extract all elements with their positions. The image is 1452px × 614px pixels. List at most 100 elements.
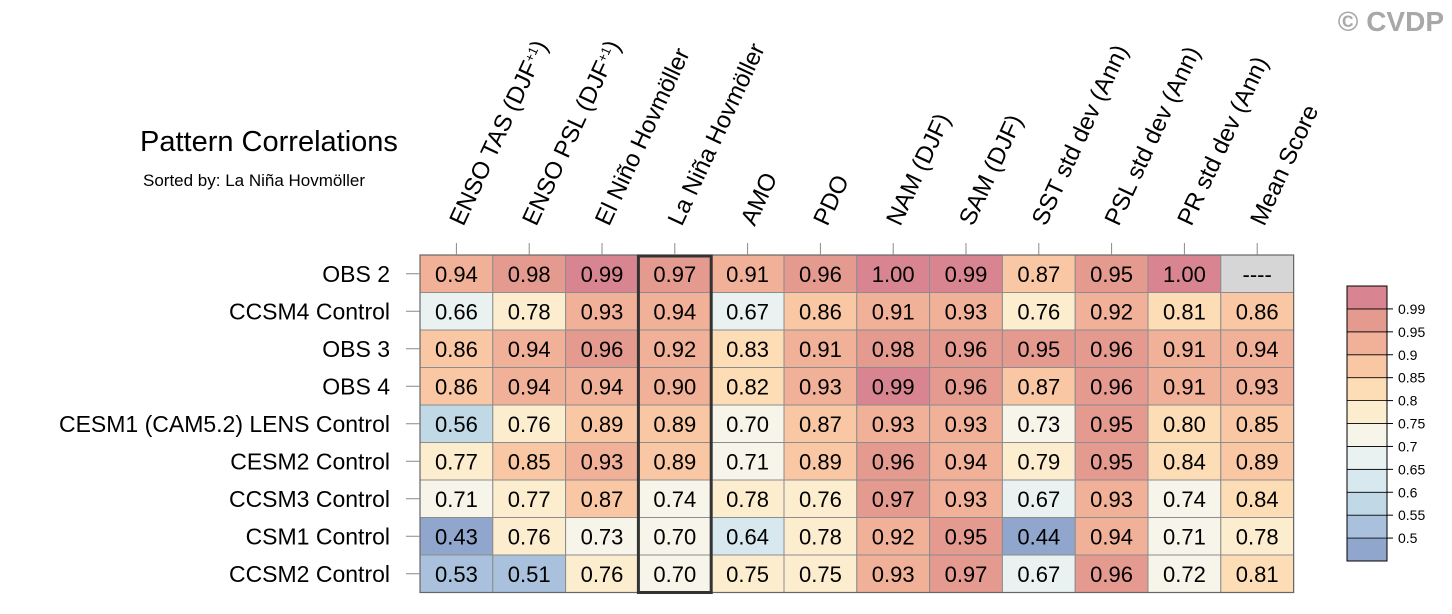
cell-value: 0.93	[872, 412, 915, 437]
heatmap-cell	[1074, 404, 1149, 443]
heatmap-cell	[419, 367, 494, 406]
colorbar-swatch	[1346, 491, 1388, 516]
column-label: NAM (DJF)	[881, 109, 956, 229]
heatmap-cell	[929, 517, 1003, 556]
heatmap-cell	[1074, 442, 1149, 481]
row-label: OBS 2	[322, 261, 390, 287]
colorbar-swatch	[1346, 377, 1388, 401]
colorbar-swatch	[1346, 514, 1388, 539]
cell-value: 0.91	[1163, 374, 1206, 399]
highlighted-column-frame	[636, 254, 713, 594]
cell-value: 0.89	[799, 449, 842, 474]
cell-value: 0.73	[1017, 412, 1060, 437]
cell-value: 0.81	[1236, 562, 1279, 587]
cell-value: 0.93	[1236, 374, 1279, 399]
heatmap-cell	[637, 517, 712, 556]
heatmap-cell	[783, 479, 858, 518]
row-label: CSM1 Control	[246, 523, 390, 549]
cell-value: 0.93	[581, 299, 624, 324]
heatmap-cell	[1147, 292, 1222, 331]
cell-value: 0.91	[726, 262, 769, 287]
colorbar-label: 0.95	[1398, 324, 1425, 340]
cell-value: 0.78	[799, 524, 842, 549]
cell-value: ----	[1243, 262, 1272, 287]
colorbar-swatch	[1346, 537, 1388, 562]
heatmap-cell	[1074, 554, 1149, 593]
cell-value: 0.96	[872, 449, 915, 474]
colorbar-swatch	[1346, 285, 1388, 310]
cell-value: 0.71	[726, 449, 769, 474]
cell-value: 0.94	[1090, 524, 1133, 549]
heatmap-cell	[856, 367, 931, 406]
cell-value: 0.71	[1163, 524, 1206, 549]
colorbar-label: 0.85	[1398, 370, 1425, 386]
cell-value: 0.93	[945, 487, 988, 512]
row-label: CESM2 Control	[230, 448, 390, 474]
cell-value: 0.94	[435, 262, 478, 287]
cell-value: 0.86	[435, 337, 478, 362]
cell-value: 0.96	[799, 262, 842, 287]
colorbar-label: 0.5	[1398, 530, 1418, 546]
colorbar-swatch	[1346, 446, 1388, 470]
cell-value: 0.73	[581, 524, 624, 549]
cell-value: 0.89	[581, 412, 624, 437]
heatmap-cell	[1147, 517, 1222, 556]
cell-value: 0.76	[508, 412, 551, 437]
colorbar-label: 0.8	[1398, 393, 1418, 409]
cell-value: 0.98	[872, 337, 915, 362]
cell-value: 0.82	[726, 374, 769, 399]
heatmap-cell	[929, 442, 1003, 481]
cell-value: 0.64	[726, 524, 769, 549]
cell-value: 0.67	[726, 299, 769, 324]
heatmap-cell	[710, 292, 785, 331]
colorbar-label: 0.6	[1398, 484, 1418, 500]
cell-value: 1.00	[872, 262, 915, 287]
cell-value: 0.89	[1236, 449, 1279, 474]
cell-value: 0.56	[435, 412, 478, 437]
heatmap-cell	[1147, 479, 1222, 518]
heatmap-cell	[637, 442, 712, 481]
cell-value: 0.72	[1163, 562, 1206, 587]
heatmap-cell	[929, 254, 1003, 293]
cell-value: 0.93	[945, 299, 988, 324]
heatmap-cell	[856, 442, 931, 481]
colorbar-label: 0.75	[1398, 416, 1425, 432]
watermark: © CVDP	[1337, 6, 1444, 37]
cell-value: 0.76	[581, 562, 624, 587]
cell-value: 0.67	[1017, 487, 1060, 512]
heatmap-cell	[783, 292, 858, 331]
row-label: CCSM2 Control	[229, 561, 390, 587]
cell-value: 0.89	[653, 449, 696, 474]
colorbar-swatch	[1346, 354, 1388, 379]
heatmap-cell	[1220, 517, 1295, 556]
row-label: OBS 3	[322, 336, 390, 362]
colorbar-label: 0.99	[1398, 301, 1425, 317]
cell-value: 0.86	[435, 374, 478, 399]
heatmap-cell	[1147, 442, 1222, 481]
cell-value: 0.87	[581, 487, 624, 512]
cell-value: 0.96	[945, 374, 988, 399]
heatmap-cell	[419, 329, 494, 368]
cell-value: 0.44	[1017, 524, 1060, 549]
heatmap-cell	[492, 367, 567, 406]
heatmap-cell	[637, 404, 712, 443]
cell-value: 0.99	[872, 374, 915, 399]
heatmap-cell	[1220, 479, 1295, 518]
cell-value: 0.99	[945, 262, 988, 287]
cell-value: 0.84	[1236, 487, 1279, 512]
cell-value: 0.97	[653, 262, 696, 287]
colorbar-label: 0.7	[1398, 438, 1418, 454]
cell-value: 0.94	[653, 299, 696, 324]
column-label: AMO	[736, 169, 784, 230]
cell-value: 0.91	[799, 337, 842, 362]
row-label: CESM1 (CAM5.2) LENS Control	[59, 411, 390, 437]
cell-value: 1.00	[1163, 262, 1206, 287]
heatmap-cell	[419, 442, 494, 481]
heatmap-cell	[1147, 367, 1222, 406]
cell-value: 0.78	[1236, 524, 1279, 549]
colorbar-swatch	[1346, 468, 1388, 493]
cell-value: 0.87	[1017, 262, 1060, 287]
heatmap-cell	[637, 329, 712, 368]
chart-title: Pattern Correlations	[140, 126, 398, 158]
cell-value: 0.94	[581, 374, 624, 399]
